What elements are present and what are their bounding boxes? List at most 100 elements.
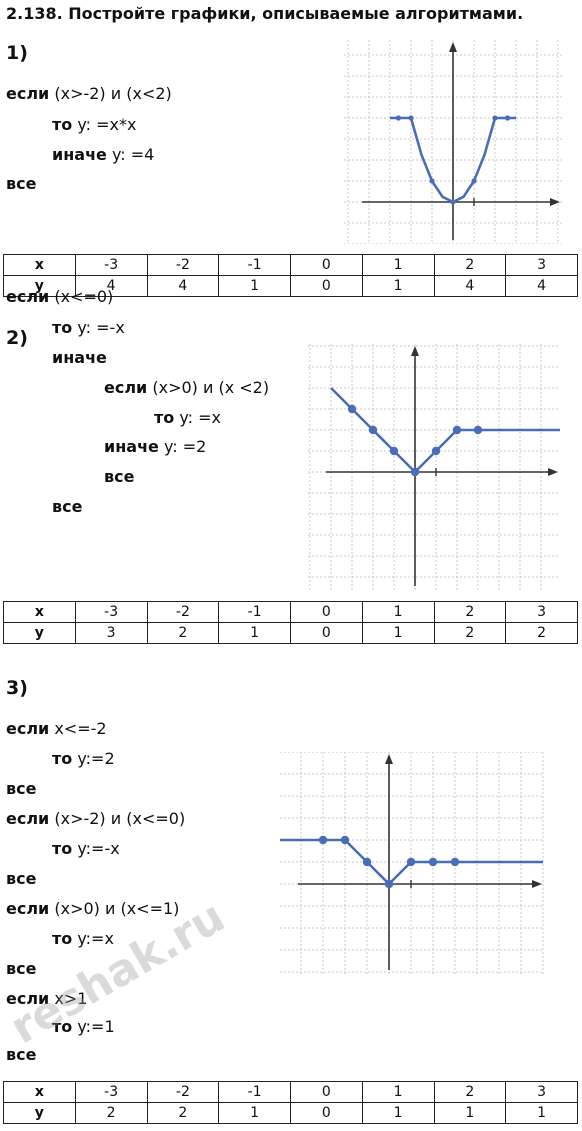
code-line: если (x>-2) и (x<2): [6, 84, 172, 103]
table-cell: 4: [146, 275, 220, 297]
x-axis-arrow-icon: [532, 880, 542, 888]
data-point: [431, 446, 441, 456]
data-point: [450, 857, 460, 867]
code-line: все: [6, 959, 37, 978]
graph-3: [280, 752, 544, 974]
table-cell: -1: [218, 601, 291, 623]
code-line: то y:=2: [52, 749, 115, 768]
table-cell: 1: [361, 1102, 435, 1124]
data-point: [452, 425, 462, 435]
code-line: то y:=x: [52, 929, 114, 948]
table-cell: -1: [218, 1081, 291, 1103]
table-cell: 1: [218, 622, 291, 644]
code-line: все: [104, 467, 135, 486]
table-row: x -3 -2 -1 0 1 2 3: [3, 601, 578, 623]
table-header-y: y: [3, 1102, 76, 1124]
table-cell: 1: [361, 1081, 435, 1103]
table-row: y 4 4 1 0 1 4 4: [3, 275, 578, 297]
table-cell: -1: [218, 254, 291, 276]
code-line: то y:=-x: [52, 839, 120, 858]
code-line: иначе: [52, 348, 107, 367]
part-2-label: 2): [6, 327, 28, 349]
data-point: [408, 115, 414, 121]
task-title: 2.138. Постройте графики, описываемые ал…: [6, 4, 524, 23]
table-cell: 2: [433, 622, 507, 644]
code-line: иначе y: =2: [104, 437, 207, 456]
code-line: если (x<=0): [6, 287, 114, 306]
table-cell: 1: [361, 601, 435, 623]
code-line: если (x>-2) и (x<=0): [6, 809, 186, 828]
data-point: [318, 835, 328, 845]
table-cell: -2: [146, 601, 220, 623]
table-cell: 4: [505, 275, 578, 297]
data-point: [389, 446, 399, 456]
data-point: [347, 404, 357, 414]
graph-1: [344, 40, 562, 244]
table-row: y 2 2 1 0 1 1 1: [3, 1102, 578, 1124]
data-point: [406, 857, 416, 867]
data-point: [492, 115, 498, 121]
table-header-x: x: [3, 1081, 76, 1103]
table-cell: 2: [433, 1081, 507, 1103]
x-axis-arrow-icon: [550, 198, 560, 206]
table-cell: 1: [361, 254, 435, 276]
table-header-y: y: [3, 622, 76, 644]
code-line: все: [52, 497, 83, 516]
table-cell: 3: [74, 622, 148, 644]
table-cell: 0: [290, 275, 363, 297]
data-point: [429, 178, 435, 184]
table-cell: 0: [290, 1081, 363, 1103]
table-cell: 1: [218, 275, 291, 297]
code-line: если x<=-2: [6, 719, 107, 738]
table-cell: 2: [433, 601, 507, 623]
table-cell: 0: [290, 622, 363, 644]
table-cell: 2: [505, 622, 578, 644]
code-line: если (x>0) и (x <2): [104, 378, 270, 397]
table-cell: -3: [74, 1081, 148, 1103]
data-point: [505, 115, 511, 121]
table-cell: 2: [146, 622, 220, 644]
data-point: [410, 467, 420, 477]
table-cell: -2: [146, 1081, 220, 1103]
data-point: [428, 857, 438, 867]
code-line: то y: =x: [154, 408, 222, 427]
table-cell: 1: [505, 1102, 578, 1124]
table-row: x -3 -2 -1 0 1 2 3: [3, 1081, 578, 1103]
table-cell: 3: [505, 601, 578, 623]
table-cell: 1: [361, 622, 435, 644]
table-cell: 0: [290, 1102, 363, 1124]
code-line: то y: =-x: [52, 318, 125, 337]
code-line: то y:=1: [52, 1017, 115, 1036]
table-header-x: x: [3, 601, 76, 623]
table-cell: 2: [433, 254, 507, 276]
table-cell: 1: [361, 275, 435, 297]
table-row: x -3 -2 -1 0 1 2 3: [3, 254, 578, 276]
table-cell: 3: [505, 254, 578, 276]
code-line: все: [6, 869, 37, 888]
table-cell: 3: [505, 1081, 578, 1103]
table-cell: 4: [433, 275, 507, 297]
code-line: все: [6, 174, 37, 193]
table-cell: -3: [74, 254, 148, 276]
y-axis-arrow-icon: [385, 754, 393, 764]
data-point: [340, 835, 350, 845]
values-table-2: x -3 -2 -1 0 1 2 3 y 3 2 1 0 1 2 2: [3, 601, 578, 644]
values-table-3: x -3 -2 -1 0 1 2 3 y 2 2 1 0 1 1 1: [3, 1081, 578, 1124]
code-line: если (x>0) и (x<=1): [6, 899, 180, 918]
code-line: если x>1: [6, 989, 88, 1008]
data-point: [471, 178, 477, 184]
table-header-x: x: [3, 254, 76, 276]
code-line: все: [6, 1045, 37, 1064]
table-cell: 2: [74, 1102, 148, 1124]
table-cell: 2: [146, 1102, 220, 1124]
graph-2: [308, 344, 560, 590]
data-point: [384, 879, 394, 889]
table-row: y 3 2 1 0 1 2 2: [3, 622, 578, 644]
data-point: [368, 425, 378, 435]
values-table-1: x -3 -2 -1 0 1 2 3 y 4 4 1 0 1 4 4: [3, 254, 578, 297]
table-cell: 0: [290, 601, 363, 623]
data-point: [473, 425, 483, 435]
table-cell: -2: [146, 254, 220, 276]
data-point: [395, 115, 401, 121]
code-line: все: [6, 779, 37, 798]
